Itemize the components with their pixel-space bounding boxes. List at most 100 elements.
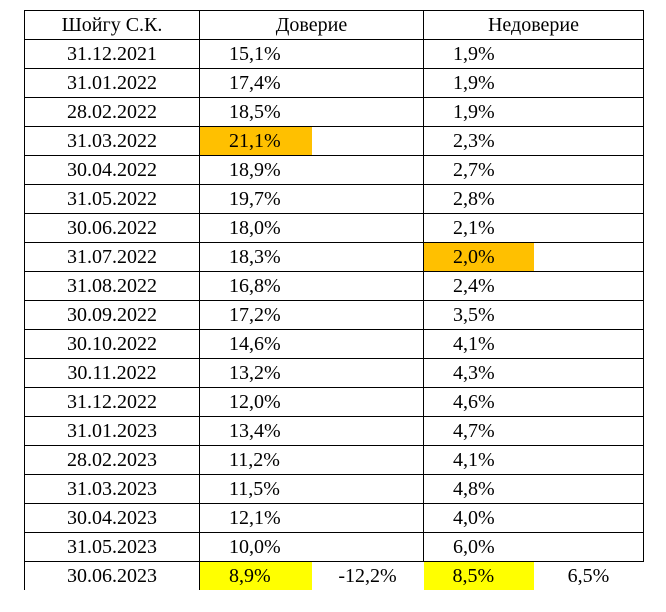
trust-cell[interactable]: 19,7% <box>199 184 312 214</box>
trust-cell[interactable]: 21,1% <box>199 126 312 156</box>
trust-cell[interactable]: 18,9% <box>199 155 312 185</box>
trust-change-cell[interactable] <box>311 97 424 127</box>
date-cell[interactable]: 31.03.2022 <box>24 126 200 156</box>
distrust-cell[interactable]: 2,3% <box>423 126 534 156</box>
trust-change-cell[interactable] <box>311 213 424 243</box>
trust-change-cell[interactable] <box>311 155 424 185</box>
trust-cell[interactable]: 17,4% <box>199 68 312 98</box>
distrust-cell[interactable]: 1,9% <box>423 97 534 127</box>
distrust-cell[interactable]: 4,6% <box>423 387 534 417</box>
distrust-change-cell[interactable] <box>533 271 644 301</box>
trust-change-cell[interactable] <box>311 271 424 301</box>
distrust-cell[interactable]: 4,0% <box>423 503 534 533</box>
distrust-cell[interactable]: 4,7% <box>423 416 534 446</box>
trust-cell[interactable]: 16,8% <box>199 271 312 301</box>
distrust-change-cell[interactable] <box>533 474 644 504</box>
date-cell[interactable]: 30.09.2022 <box>24 300 200 330</box>
distrust-change-cell[interactable] <box>533 387 644 417</box>
trust-cell[interactable]: 11,2% <box>199 445 312 475</box>
header-name-cell[interactable]: Шойгу С.К. <box>24 10 200 40</box>
date-cell[interactable]: 30.06.2022 <box>24 213 200 243</box>
date-cell[interactable]: 31.03.2023 <box>24 474 200 504</box>
trust-change-cell[interactable] <box>311 329 424 359</box>
distrust-change-cell[interactable] <box>533 39 644 69</box>
distrust-change-cell[interactable] <box>533 184 644 214</box>
trust-cell[interactable]: 18,3% <box>199 242 312 272</box>
date-cell[interactable]: 31.01.2022 <box>24 68 200 98</box>
distrust-change-cell[interactable] <box>533 155 644 185</box>
trust-change-cell[interactable] <box>311 242 424 272</box>
distrust-change-cell[interactable]: 6,5% <box>567 565 610 587</box>
trust-cell[interactable]: 18,0% <box>199 213 312 243</box>
trust-cell[interactable]: 13,4% <box>199 416 312 446</box>
date-cell[interactable]: 30.04.2022 <box>24 155 200 185</box>
trust-cell[interactable]: 10,0% <box>199 532 312 562</box>
trust-change-cell[interactable] <box>311 532 424 562</box>
date-cell[interactable]: 31.05.2022 <box>24 184 200 214</box>
date-cell[interactable]: 31.01.2023 <box>24 416 200 446</box>
distrust-change-cell[interactable] <box>533 126 644 156</box>
distrust-cell[interactable]: 4,1% <box>423 445 534 475</box>
trust-change-cell[interactable] <box>311 503 424 533</box>
trust-cell[interactable]: 15,1% <box>199 39 312 69</box>
distrust-cell[interactable]: 2,8% <box>423 184 534 214</box>
distrust-change-cell[interactable] <box>533 445 644 475</box>
date-cell[interactable]: 28.02.2023 <box>24 445 200 475</box>
distrust-cell[interactable]: 6,0% <box>423 532 534 562</box>
distrust-cell[interactable]: 1,9% <box>423 39 534 69</box>
trust-cell[interactable]: 12,0% <box>199 387 312 417</box>
distrust-change-cell[interactable] <box>533 329 644 359</box>
distrust-change-cell[interactable] <box>533 68 644 98</box>
trust-cell[interactable]: 12,1% <box>199 503 312 533</box>
trust-cell[interactable]: 13,2% <box>199 358 312 388</box>
trust-change-cell[interactable] <box>311 300 424 330</box>
date-cell[interactable]: 30.10.2022 <box>24 329 200 359</box>
distrust-cell[interactable]: 4,1% <box>423 329 534 359</box>
table-row: 30.04.2022 18,9% 2,7% <box>24 155 644 185</box>
distrust-change-cell[interactable] <box>533 532 644 562</box>
trust-change-cell[interactable] <box>311 39 424 69</box>
distrust-change-cell[interactable] <box>533 503 644 533</box>
trust-change-cell[interactable] <box>311 184 424 214</box>
distrust-change-cell[interactable] <box>533 300 644 330</box>
trust-change-cell[interactable] <box>311 126 424 156</box>
date-cell[interactable]: 31.05.2023 <box>24 532 200 562</box>
date-cell[interactable]: 30.04.2023 <box>24 503 200 533</box>
distrust-change-cell[interactable] <box>533 97 644 127</box>
date-cell[interactable]: 31.12.2021 <box>24 39 200 69</box>
trust-cell[interactable]: 17,2% <box>199 300 312 330</box>
trust-cell[interactable]: 18,5% <box>199 97 312 127</box>
distrust-cell[interactable]: 4,3% <box>423 358 534 388</box>
trust-rating-table: Шойгу С.К. Доверие Недоверие 31.12.2021 1… <box>24 10 644 590</box>
distrust-change-cell[interactable] <box>533 358 644 388</box>
distrust-cell[interactable]: 4,8% <box>423 474 534 504</box>
trust-change-cell[interactable] <box>311 358 424 388</box>
date-cell[interactable]: 31.08.2022 <box>24 271 200 301</box>
trust-cell[interactable]: 14,6% <box>199 329 312 359</box>
header-distrust-cell[interactable]: Недоверие <box>423 10 644 40</box>
date-cell[interactable]: 30.11.2022 <box>24 358 200 388</box>
date-cell[interactable]: 28.02.2022 <box>24 97 200 127</box>
distrust-change-cell[interactable] <box>533 213 644 243</box>
date-cell[interactable]: 31.12.2022 <box>24 387 200 417</box>
date-cell[interactable]: 31.07.2022 <box>24 242 200 272</box>
trust-change-cell[interactable]: -12,2% <box>338 565 397 587</box>
trust-change-cell[interactable] <box>311 445 424 475</box>
date-cell[interactable]: 30.06.2023 <box>24 561 200 590</box>
trust-change-cell[interactable] <box>311 387 424 417</box>
distrust-cell[interactable]: 3,5% <box>423 300 534 330</box>
distrust-cell[interactable]: 1,9% <box>423 68 534 98</box>
trust-change-cell[interactable] <box>311 416 424 446</box>
distrust-cell[interactable]: 2,1% <box>423 213 534 243</box>
distrust-change-cell[interactable] <box>533 416 644 446</box>
distrust-cell[interactable]: 2,0% <box>423 242 534 272</box>
trust-cell[interactable]: 11,5% <box>199 474 312 504</box>
trust-cell[interactable]: 8,9% <box>199 561 312 590</box>
distrust-cell[interactable]: 8,5% <box>423 561 534 590</box>
distrust-change-cell[interactable] <box>533 242 644 272</box>
trust-change-cell[interactable] <box>311 68 424 98</box>
header-trust-cell[interactable]: Доверие <box>199 10 424 40</box>
trust-change-cell[interactable] <box>311 474 424 504</box>
distrust-cell[interactable]: 2,4% <box>423 271 534 301</box>
distrust-cell[interactable]: 2,7% <box>423 155 534 185</box>
